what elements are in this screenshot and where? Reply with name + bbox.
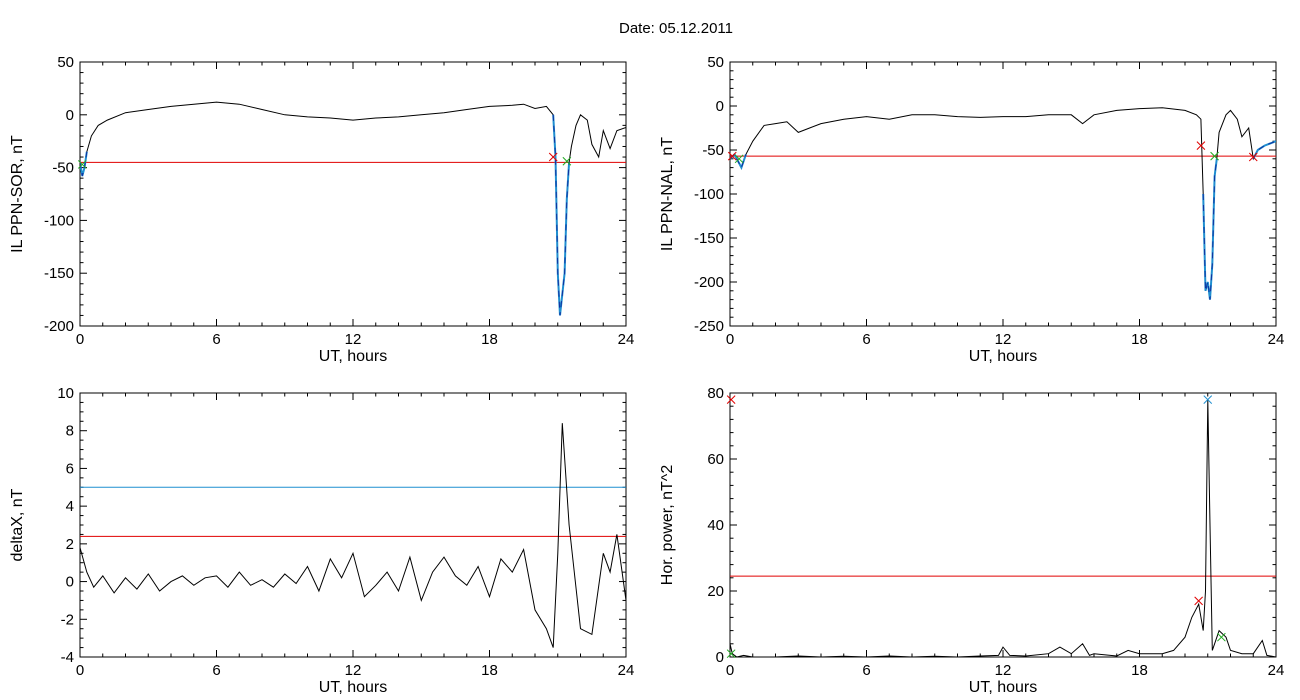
x-tick-label: 24 [1268,331,1285,348]
y-axis-label: IL PPN-NAL, nT [659,137,676,251]
x-tick-label: 18 [1131,331,1148,348]
y-tick-label: -4 [61,649,74,666]
x-tick-label: 24 [618,331,635,348]
marker-stroke [562,156,572,166]
series-line [80,423,626,648]
marker-stroke [548,152,558,162]
y-tick-label: -150 [44,265,74,282]
y-tick-label: -50 [702,142,724,159]
axes-frame [79,61,627,327]
marker-stroke [727,151,737,161]
y-tick-label: -200 [694,274,724,291]
x-axis-label: UT, hours [319,679,387,696]
x-tick-label: 6 [862,331,870,348]
x-tick-label: 24 [1268,662,1285,679]
x-tick-label: 0 [726,331,734,348]
marker-red [1196,141,1206,150]
y-tick-label: -100 [694,186,724,203]
y-tick-label: 60 [707,451,724,468]
x-tick-label: 18 [1131,662,1148,679]
chart-panel-sor: 0 6 12 18 24 -200 -150 -100 -50 0 50 UT, hours IL PP… [9,54,634,365]
y-tick-label: 6 [66,460,74,477]
y-axis-label: deltaX, nT [9,488,26,561]
y-tick-label: -50 [52,160,74,177]
highlight-segment-dark [552,114,570,316]
x-tick-label: 18 [481,662,498,679]
marker-green [562,156,572,166]
y-tick-label: 20 [707,583,724,600]
y-tick-label: 50 [707,54,724,71]
marker-stroke [1194,596,1204,606]
x-axis-label: UT, hours [969,348,1037,365]
marker-stroke [77,160,87,169]
marker-red [1194,596,1204,606]
x-tick-label: 12 [995,331,1012,348]
highlight-segment-dark [1202,158,1218,300]
y-axis-label: IL PPN-SOR, nT [9,135,26,253]
marker-red [727,151,737,161]
x-tick-label: 6 [212,331,220,348]
y-tick-label: 4 [66,498,74,515]
marker-stroke [1203,395,1213,404]
marker-stroke [726,649,736,659]
x-tick-label: 6 [862,662,870,679]
y-tick-label: 40 [707,517,724,534]
marker-stroke [1248,152,1258,162]
y-tick-label: 10 [57,385,74,402]
y-tick-label: 80 [707,385,724,402]
series-line [80,101,626,316]
marker-red [548,152,558,162]
y-tick-label: 0 [716,98,724,115]
y-axis-label: Hor. power, nT^2 [659,465,676,586]
y-tick-label: 8 [66,423,74,440]
marker-stroke [1210,151,1219,161]
marker-stroke [726,395,736,404]
x-tick-label: 0 [76,331,84,348]
y-tick-label: 0 [66,107,74,124]
x-tick-label: 12 [995,662,1012,679]
marker-green [1210,151,1219,161]
x-tick-label: 18 [481,331,498,348]
marker-green [1217,632,1226,642]
marker-red [726,395,736,404]
marker-green [734,154,744,164]
x-tick-label: 6 [212,662,220,679]
marker-red [1248,152,1258,162]
y-tick-label: -200 [44,318,74,335]
x-axis-label: UT, hours [969,679,1037,696]
chart-panel-power: 0 6 12 18 24 0 20 40 60 80 UT, hours Hor. power, nT… [659,385,1284,696]
marker-stroke [1196,141,1206,150]
x-tick-label: 24 [618,662,635,679]
marker-blue [1203,395,1213,404]
x-tick-label: 0 [76,662,84,679]
x-axis-label: UT, hours [319,348,387,365]
marker-stroke [1217,632,1226,642]
y-tick-label: 0 [66,574,74,591]
y-tick-label: 2 [66,536,74,553]
highlight-segment [80,151,88,177]
series-line [730,399,1276,657]
chart-panel-nal: 0 6 12 18 24 -250 -200 -150 -100 -50 0 50 UT, hours I… [659,54,1284,365]
y-tick-label: 50 [57,54,74,71]
y-tick-label: 0 [716,649,724,666]
y-tick-label: -2 [61,611,74,628]
axes-frame [79,392,627,658]
axes-frame [729,392,1277,658]
marker-stroke [734,154,744,164]
marker-green [726,649,736,659]
y-tick-label: -100 [44,212,74,229]
x-tick-label: 12 [345,331,362,348]
x-tick-label: 0 [726,662,734,679]
y-tick-label: -250 [694,318,724,335]
series-line [730,107,1276,300]
axes-frame [729,61,1277,327]
date-title: Date: 05.12.2011 [619,20,733,37]
marker-green [77,160,87,169]
x-tick-label: 12 [345,662,362,679]
y-tick-label: -150 [694,230,724,247]
